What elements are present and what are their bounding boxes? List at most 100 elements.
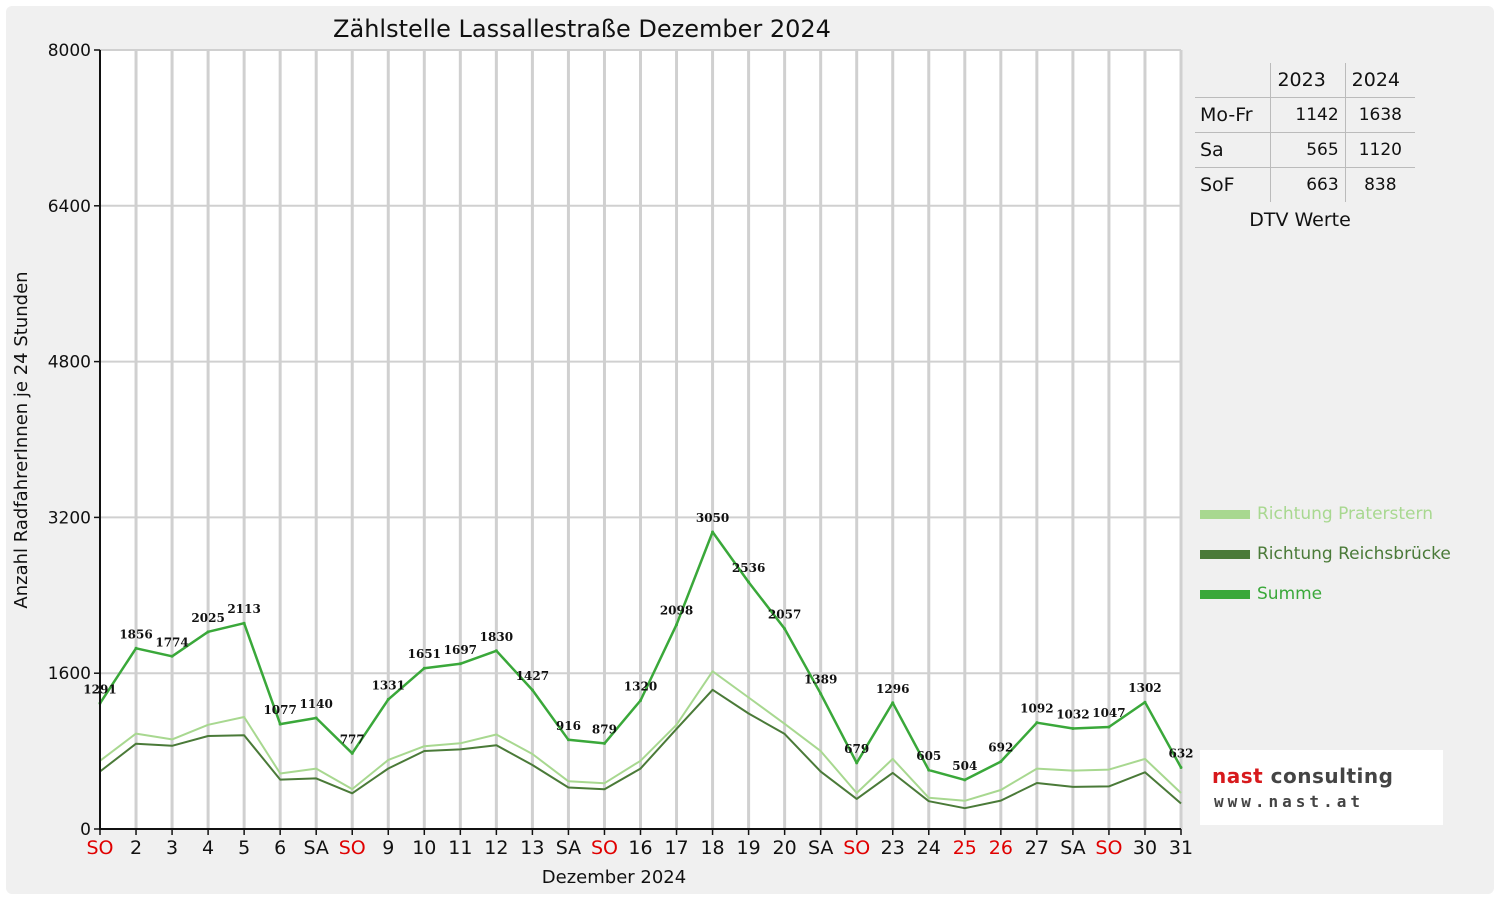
legend-item-praterstern: Richtung Praterstern [1200, 494, 1451, 534]
x-tick-label: 3 [166, 837, 178, 859]
dtv-row-label: Sa [1195, 132, 1271, 168]
x-tick-label: 18 [700, 837, 724, 859]
data-point [747, 580, 751, 584]
data-point [134, 646, 138, 650]
dtv-value-2023: 663 [1270, 167, 1346, 202]
data-label: 3050 [696, 511, 729, 525]
dtv-caption: DTV Werte [1249, 209, 1351, 231]
data-point [1179, 765, 1183, 769]
legend-label: Richtung Praterstern [1257, 504, 1433, 524]
data-label: 504 [952, 759, 977, 773]
x-tick-label: 25 [953, 837, 977, 859]
data-point [242, 621, 246, 625]
x-tick-label: 2 [130, 837, 142, 859]
data-point [170, 654, 174, 658]
x-tick-label: SA [556, 837, 581, 859]
data-point [675, 623, 679, 627]
x-tick-label: 20 [773, 837, 797, 859]
data-label: 1856 [119, 627, 152, 641]
data-label: 1140 [299, 697, 332, 711]
data-point [963, 778, 967, 782]
data-label: 605 [916, 749, 941, 763]
dtv-row-sa: Sa 565 1120 [1195, 132, 1415, 168]
data-point [206, 630, 210, 634]
data-label: 1331 [372, 678, 405, 692]
dtv-row-sof: SoF 663 838 [1195, 167, 1415, 202]
data-point [458, 662, 462, 666]
data-label: 1320 [624, 679, 657, 693]
logo-url: www.nast.at [1214, 792, 1364, 811]
data-label: 777 [340, 732, 365, 746]
data-label: 2098 [660, 604, 693, 618]
logo-brand-part2: consulting [1263, 764, 1394, 788]
data-point [1143, 700, 1147, 704]
data-point [639, 698, 642, 702]
x-tick-label: 30 [1133, 837, 1157, 859]
y-tick-label: 0 [80, 820, 91, 840]
data-label: 1296 [876, 682, 909, 696]
data-point [530, 688, 534, 692]
x-tick-label: SA [808, 837, 833, 859]
dtv-value-2024: 838 [1344, 167, 1415, 202]
dtv-value-2023: 1142 [1270, 97, 1346, 133]
data-label: 2057 [768, 608, 801, 622]
series-line-richtung-praterstern [99, 670, 1182, 802]
x-tick-label: SO [591, 837, 618, 859]
data-point [1107, 725, 1111, 729]
legend-swatch [1200, 589, 1250, 599]
nast-consulting-logo: nast consulting www.nast.at [1200, 750, 1443, 825]
dtv-header-2024: 2024 [1344, 63, 1415, 98]
data-point [494, 649, 498, 653]
data-point [927, 768, 931, 772]
data-label: 692 [988, 741, 1013, 755]
dtv-header-row: 2023 2024 [1195, 63, 1415, 98]
data-label: 879 [592, 722, 617, 736]
x-tick-label: 17 [664, 837, 688, 859]
legend-label: Richtung Reichsbrücke [1257, 544, 1451, 564]
x-tick-label: SO [86, 837, 113, 859]
dtv-table: 2023 2024 Mo-Fr 1142 1638 Sa 565 1120 So… [1195, 63, 1415, 202]
x-tick-label: 10 [412, 837, 436, 859]
data-point [422, 666, 426, 670]
data-label: 1047 [1092, 706, 1125, 720]
y-tick-label: 8000 [48, 41, 91, 61]
x-tick-label: SO [1095, 837, 1122, 859]
series-line-richtung-reichsbr-cke [99, 688, 1182, 810]
x-tick-label: 19 [737, 837, 761, 859]
x-tick-label: SA [1060, 837, 1085, 859]
dtv-value-2024: 1638 [1344, 97, 1415, 133]
y-tick-label: 4800 [48, 353, 91, 373]
data-point [278, 722, 282, 726]
data-point [855, 761, 859, 765]
data-point [602, 741, 606, 745]
data-point [891, 701, 895, 705]
dtv-row-mofr: Mo-Fr 1142 1638 [1195, 97, 1415, 133]
x-tick-label: 11 [448, 837, 472, 859]
data-point [783, 627, 787, 631]
data-label: 1651 [408, 647, 441, 661]
dtv-row-label: Mo-Fr [1195, 97, 1271, 133]
x-axis-label: Dezember 2024 [542, 867, 686, 888]
legend-swatch [1200, 509, 1250, 519]
legend-label: Summe [1257, 584, 1323, 604]
data-point [386, 697, 390, 701]
data-point [566, 738, 570, 742]
data-label: 916 [556, 719, 581, 733]
data-point [350, 751, 354, 755]
data-label: 1302 [1128, 681, 1161, 695]
data-label: 1830 [480, 630, 513, 644]
data-point [314, 716, 318, 720]
x-tick-label: 4 [202, 837, 214, 859]
legend-swatch [1200, 549, 1250, 559]
data-label: 1077 [263, 703, 296, 717]
data-label: 632 [1168, 746, 1193, 760]
x-tick-label: 9 [382, 837, 394, 859]
x-tick-label: 6 [274, 837, 286, 859]
data-label: 1427 [516, 669, 549, 683]
data-point [711, 530, 715, 534]
y-tick-label: 1600 [48, 664, 91, 684]
dtv-row-label: SoF [1195, 167, 1271, 202]
data-label: 2025 [191, 611, 224, 625]
x-tick-label: 5 [238, 837, 250, 859]
